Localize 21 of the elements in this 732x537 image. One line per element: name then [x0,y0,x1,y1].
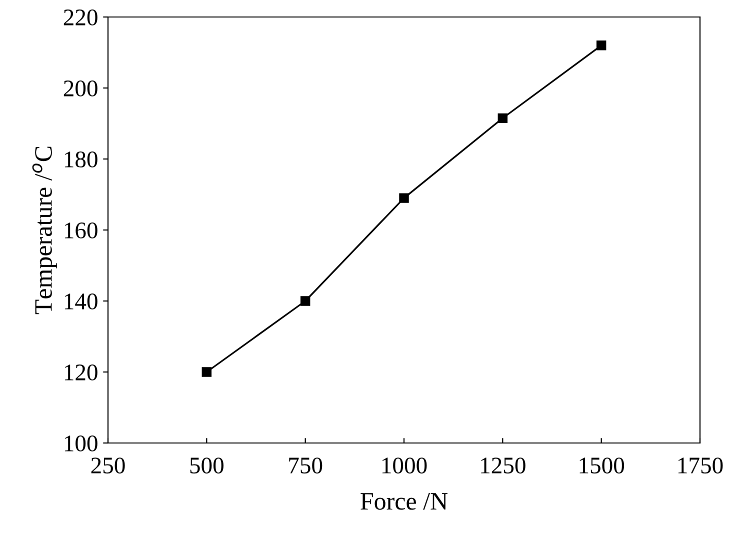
point [498,113,508,124]
x-tick-label: 1750 [678,458,723,474]
point [300,296,310,306]
point [399,193,409,203]
x-axis-title: Force /N [360,493,448,510]
x-tick-label: 750 [289,458,322,474]
y-tick-label: 160 [64,222,98,238]
y-tick-label: 120 [64,364,98,380]
y-tick-label: 100 [64,435,98,452]
x-tick-label: 250 [91,458,125,474]
y-tick-label: 140 [64,293,98,310]
y-tick-label: 220 [64,9,98,26]
point [596,40,606,50]
y-axis-title: Temperature /$^{o}$C [32,146,57,314]
y-tick-label: 200 [64,80,98,96]
x-tick-label: 1000 [382,458,427,474]
point [202,367,212,377]
x-tick-label: 1500 [580,458,624,474]
y-tick-label: 180 [64,151,98,168]
x-tick-label: 500 [190,458,224,474]
x-tick-label: 1250 [481,458,526,474]
